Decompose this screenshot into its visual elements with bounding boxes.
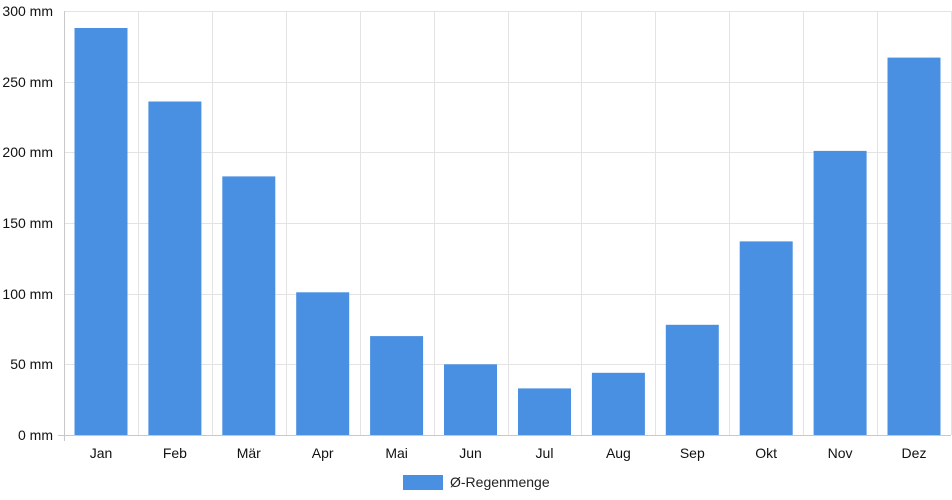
x-axis-labels: Jan Feb Mär Apr Mai Jun Jul Aug Sep Okt Nov Dez [90, 445, 927, 461]
bar-Okt [739, 241, 793, 435]
y-tick-label: 250 mm [2, 74, 53, 90]
x-tick-label: Mai [385, 445, 408, 461]
bar-Jul [518, 388, 571, 435]
x-tick-label: Feb [163, 445, 187, 461]
y-tick-label: 0 mm [18, 427, 53, 443]
bar-Sep [665, 324, 719, 435]
x-tick-label: Aug [606, 445, 631, 461]
bar-Apr [296, 292, 350, 435]
axes [58, 11, 951, 441]
legend: Ø-Regenmenge [403, 474, 550, 490]
y-tick-label: 300 mm [2, 3, 53, 19]
x-tick-label: Apr [312, 445, 334, 461]
x-tick-label: Jun [459, 445, 482, 461]
x-tick-label: Nov [828, 445, 853, 461]
x-tick-label: Okt [755, 445, 777, 461]
x-tick-label: Sep [680, 445, 705, 461]
bar-Jun [444, 364, 497, 435]
grid [64, 11, 952, 436]
x-tick-label: Mär [237, 445, 261, 461]
x-tick-label: Dez [902, 445, 927, 461]
bars [74, 28, 941, 435]
y-tick-label: 200 mm [2, 144, 53, 160]
bar-Nov [813, 150, 867, 435]
bar-Dez [887, 57, 941, 435]
bar-Mär [222, 176, 276, 435]
legend-swatch [403, 475, 443, 490]
y-tick-label: 50 mm [10, 356, 53, 372]
bar-Mai [370, 336, 424, 435]
bar-Feb [148, 101, 202, 435]
x-tick-label: Jul [536, 445, 554, 461]
y-tick-label: 100 mm [2, 286, 53, 302]
x-tick-label: Jan [90, 445, 113, 461]
bar-Jan [74, 28, 128, 435]
bar-Aug [591, 372, 645, 435]
y-axis-labels: 0 mm 50 mm 100 mm 150 mm 200 mm 250 mm 300 mm [2, 3, 53, 443]
legend-label: Ø-Regenmenge [450, 474, 550, 490]
y-tick-label: 150 mm [2, 215, 53, 231]
